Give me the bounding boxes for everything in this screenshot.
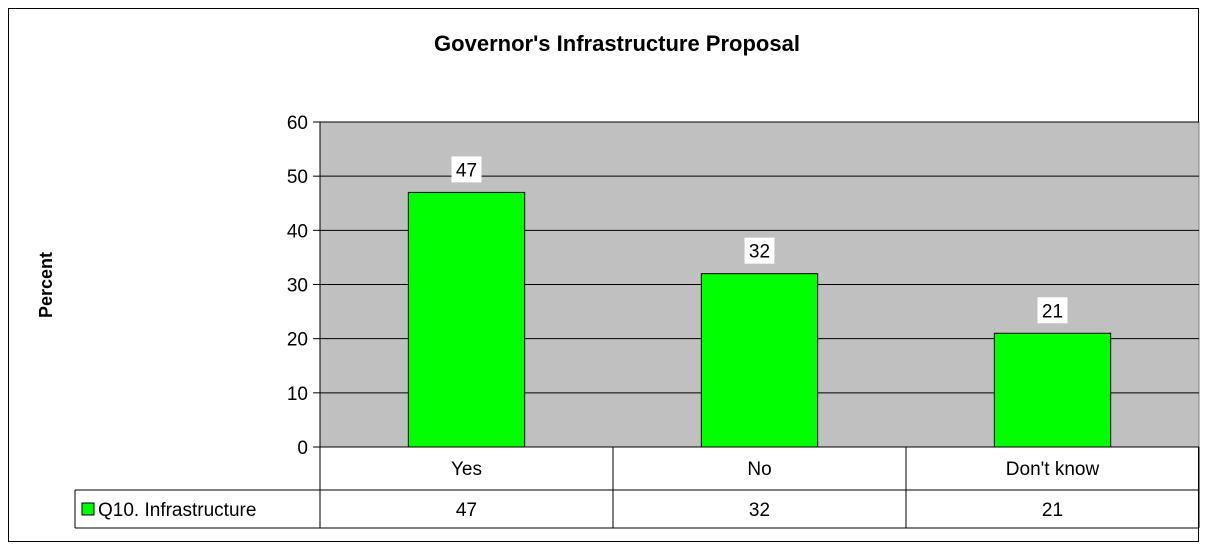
y-axis-ticks: 0 10 20 30 40 50 60 xyxy=(287,113,320,459)
data-label-background xyxy=(1037,297,1068,324)
table-value: 47 xyxy=(456,500,477,521)
data-table: Yes 47 No 32 Don't know 21 Q10. Infrastructure xyxy=(74,446,1200,529)
y-tick-label: 20 xyxy=(287,330,308,351)
data-label: 21 xyxy=(1042,301,1063,322)
data-label-background xyxy=(744,237,775,264)
y-tick-label: 50 xyxy=(287,167,308,188)
y-tick-label: 30 xyxy=(287,276,308,297)
data-label: 47 xyxy=(456,160,477,181)
chart-title: Governor's Infrastructure Proposal xyxy=(434,31,800,56)
bar xyxy=(407,191,526,448)
bar xyxy=(993,332,1112,448)
x-tick-label: Don't know xyxy=(1006,459,1100,480)
y-tick-label: 10 xyxy=(287,384,308,405)
data-labels: 47 32 21 xyxy=(451,156,1068,324)
data-label: 32 xyxy=(749,242,770,263)
y-tick-label: 60 xyxy=(287,113,308,134)
table-value: 32 xyxy=(749,500,770,521)
y-tick-label: 0 xyxy=(297,438,308,459)
x-tick-label: Yes xyxy=(451,459,482,480)
legend-swatch xyxy=(81,502,95,516)
x-tick-label: No xyxy=(747,459,771,480)
bars xyxy=(407,191,1112,448)
y-tick-label: 40 xyxy=(287,221,308,242)
legend-label: Q10. Infrastructure xyxy=(98,500,256,521)
y-axis-label: Percent xyxy=(36,252,56,318)
table-value: 21 xyxy=(1042,500,1063,521)
bar xyxy=(700,273,819,448)
data-label-background xyxy=(451,156,482,183)
